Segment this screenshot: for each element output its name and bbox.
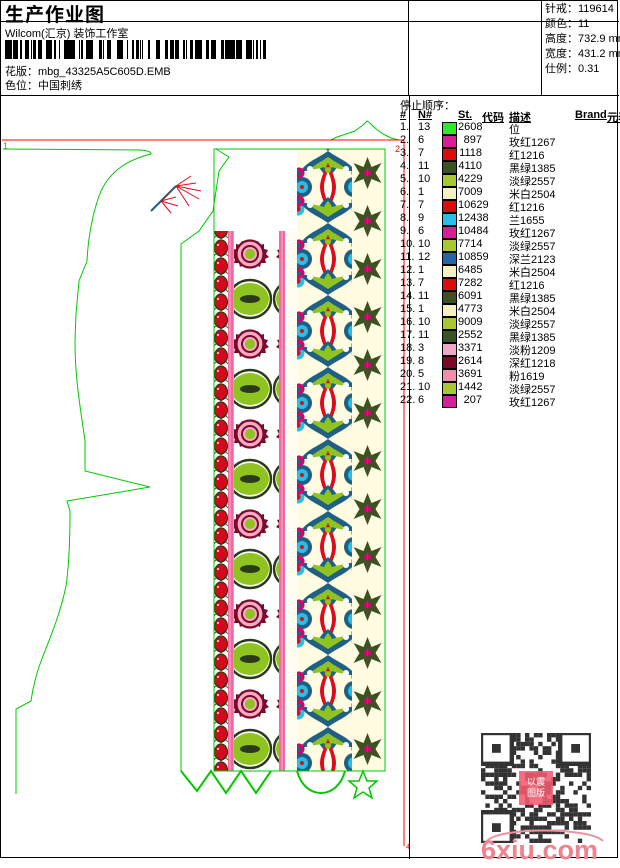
svg-text:图版: 图版 xyxy=(527,787,545,798)
svg-text:以震: 以震 xyxy=(527,777,545,787)
svg-text:4: 4 xyxy=(406,844,409,851)
svg-text:6xiu.com: 6xiu.com xyxy=(481,835,598,863)
